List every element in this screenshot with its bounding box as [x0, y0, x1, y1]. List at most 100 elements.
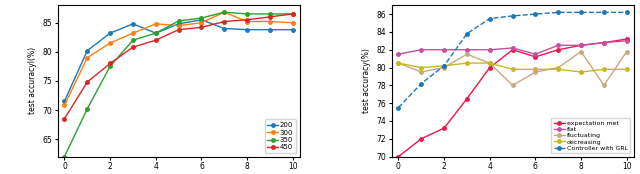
350 — [106, 65, 114, 67]
fluctuating — [577, 50, 585, 53]
300 — [243, 21, 251, 23]
300 — [198, 22, 205, 24]
decreasing — [509, 68, 516, 70]
flat — [486, 49, 493, 51]
Line: 200: 200 — [63, 18, 294, 103]
Line: Controller with GRL: Controller with GRL — [397, 11, 628, 109]
expectation met — [623, 38, 630, 40]
Controller with GRL — [577, 11, 585, 13]
Line: expectation met: expectation met — [397, 37, 628, 158]
decreasing — [440, 65, 448, 67]
200 — [243, 29, 251, 31]
300 — [152, 23, 159, 25]
300 — [289, 22, 296, 24]
Controller with GRL — [600, 11, 608, 13]
300 — [266, 21, 274, 23]
fluctuating — [623, 50, 630, 53]
300 — [129, 32, 137, 34]
Controller with GRL — [395, 107, 403, 109]
450 — [61, 118, 68, 120]
Y-axis label: test accuracyl(%): test accuracyl(%) — [28, 47, 36, 114]
decreasing — [486, 62, 493, 64]
350 — [198, 17, 205, 19]
350 — [243, 13, 251, 15]
450 — [220, 21, 228, 23]
450 — [175, 29, 182, 31]
350 — [83, 108, 91, 110]
Line: fluctuating: fluctuating — [397, 50, 628, 87]
450 — [243, 19, 251, 21]
200 — [129, 23, 137, 25]
350 — [175, 20, 182, 22]
expectation met — [600, 42, 608, 44]
450 — [289, 13, 296, 15]
expectation met — [463, 98, 471, 100]
flat — [440, 49, 448, 51]
fluctuating — [463, 53, 471, 55]
Line: decreasing: decreasing — [397, 61, 628, 74]
expectation met — [509, 49, 516, 51]
decreasing — [623, 68, 630, 70]
300 — [83, 57, 91, 59]
Line: 350: 350 — [63, 10, 294, 158]
Controller with GRL — [532, 13, 540, 15]
Legend: expectation met, flat, fluctuating, decreasing, Controller with GRL: expectation met, flat, fluctuating, decr… — [551, 118, 630, 153]
decreasing — [417, 66, 425, 69]
450 — [129, 46, 137, 48]
fluctuating — [532, 71, 540, 73]
300 — [61, 104, 68, 106]
flat — [395, 53, 403, 55]
450 — [106, 62, 114, 65]
200 — [198, 19, 205, 21]
decreasing — [463, 62, 471, 64]
200 — [83, 50, 91, 52]
450 — [83, 81, 91, 83]
Controller with GRL — [417, 82, 425, 85]
flat — [509, 47, 516, 49]
decreasing — [600, 68, 608, 70]
expectation met — [532, 56, 540, 58]
Line: 450: 450 — [63, 12, 294, 120]
flat — [623, 40, 630, 42]
expectation met — [486, 66, 493, 69]
decreasing — [577, 71, 585, 73]
fluctuating — [554, 66, 562, 69]
200 — [106, 32, 114, 34]
flat — [532, 53, 540, 55]
200 — [266, 29, 274, 31]
Controller with GRL — [486, 18, 493, 20]
350 — [61, 156, 68, 158]
350 — [266, 13, 274, 15]
Controller with GRL — [554, 11, 562, 13]
450 — [152, 39, 159, 41]
200 — [152, 32, 159, 34]
Controller with GRL — [463, 33, 471, 35]
fluctuating — [417, 71, 425, 73]
200 — [220, 27, 228, 30]
300 — [175, 25, 182, 27]
Y-axis label: test accuracy(%): test accuracy(%) — [362, 49, 371, 113]
decreasing — [395, 62, 403, 64]
300 — [220, 11, 228, 13]
450 — [266, 16, 274, 18]
Controller with GRL — [509, 15, 516, 17]
fluctuating — [600, 84, 608, 86]
fluctuating — [440, 66, 448, 69]
decreasing — [532, 68, 540, 70]
expectation met — [395, 156, 403, 158]
Controller with GRL — [623, 11, 630, 13]
200 — [61, 100, 68, 102]
Line: flat: flat — [397, 39, 628, 56]
flat — [417, 49, 425, 51]
200 — [175, 23, 182, 25]
flat — [554, 44, 562, 46]
expectation met — [440, 127, 448, 129]
expectation met — [577, 44, 585, 46]
450 — [198, 26, 205, 28]
decreasing — [554, 68, 562, 70]
350 — [129, 39, 137, 41]
200 — [289, 29, 296, 31]
fluctuating — [509, 84, 516, 86]
350 — [220, 11, 228, 13]
Legend: 200, 300, 350, 450: 200, 300, 350, 450 — [264, 119, 296, 153]
